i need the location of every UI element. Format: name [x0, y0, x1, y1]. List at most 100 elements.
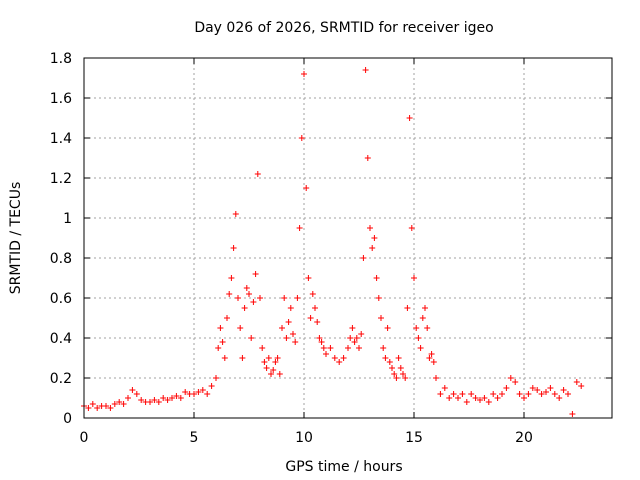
data-point	[386, 359, 393, 365]
data-point	[415, 335, 422, 341]
data-point	[358, 331, 365, 337]
data-point	[400, 371, 406, 377]
x-tick-label: 0	[80, 430, 89, 446]
data-point	[551, 391, 558, 397]
data-point	[426, 355, 433, 361]
data-point	[133, 391, 140, 397]
data-point	[351, 339, 358, 345]
y-tick-label: 1.8	[50, 51, 72, 67]
data-point	[314, 319, 321, 325]
data-point	[360, 255, 367, 261]
x-tick-label: 15	[405, 430, 423, 446]
y-tick-label: 1.2	[50, 171, 72, 187]
data-point	[375, 295, 382, 301]
data-point	[422, 305, 428, 311]
chart-title: Day 026 of 2026, SRMTID for receiver ige…	[194, 20, 493, 36]
data-point	[494, 395, 501, 401]
data-point	[389, 365, 395, 371]
data-point	[430, 359, 437, 365]
data-point	[485, 399, 492, 405]
data-point	[191, 391, 197, 397]
data-point	[312, 305, 318, 311]
data-point	[303, 185, 310, 191]
data-point	[472, 395, 479, 401]
data-point	[213, 375, 219, 381]
data-point	[340, 355, 347, 361]
data-point	[371, 235, 378, 241]
data-point	[384, 325, 391, 331]
data-point	[393, 375, 400, 381]
data-point	[164, 397, 171, 403]
data-point	[147, 399, 153, 405]
data-point	[512, 379, 519, 385]
data-point	[215, 345, 222, 351]
data-point	[382, 355, 389, 361]
data-point	[316, 335, 323, 341]
data-point	[241, 305, 248, 311]
y-tick-label: 1	[63, 211, 72, 227]
data-point	[232, 211, 239, 217]
data-point	[428, 351, 435, 357]
data-point	[228, 275, 235, 281]
data-point	[411, 275, 417, 281]
y-tick-label: 1.4	[50, 131, 72, 147]
data-point	[263, 365, 270, 371]
data-point	[380, 345, 387, 351]
data-point	[239, 355, 246, 361]
data-point	[477, 397, 483, 403]
data-point	[404, 305, 411, 311]
data-point	[254, 171, 261, 177]
data-point	[538, 391, 545, 397]
data-point	[450, 391, 457, 397]
data-point	[534, 387, 541, 393]
data-point	[235, 295, 241, 301]
y-tick-label: 0	[63, 411, 72, 427]
y-axis-label: SRMTID / TECUs	[8, 182, 24, 295]
data-point	[402, 375, 409, 381]
data-point	[85, 405, 92, 411]
data-point	[499, 391, 505, 397]
data-point	[261, 359, 268, 365]
data-point	[281, 295, 288, 301]
data-point	[283, 335, 290, 341]
data-point	[226, 291, 233, 297]
axis-ticks: 0 0.2 0.4 0.6 0.8 1 1.2 1.4 1.6 1.8 0 5 10 15 20	[50, 51, 612, 446]
data-point	[507, 375, 514, 381]
data-point	[349, 325, 356, 331]
data-point	[120, 401, 127, 407]
data-points	[81, 67, 585, 417]
data-point	[417, 345, 424, 351]
data-point	[543, 389, 549, 395]
data-point	[111, 401, 118, 407]
data-point	[305, 275, 312, 281]
data-point	[177, 395, 184, 401]
data-point	[217, 325, 224, 331]
data-point	[272, 359, 279, 365]
data-point	[292, 339, 299, 345]
data-point	[373, 275, 380, 281]
data-point	[224, 315, 230, 321]
data-point	[208, 383, 215, 389]
data-point	[230, 245, 237, 251]
data-point	[408, 225, 415, 231]
data-point	[252, 271, 259, 277]
plot-frame	[83, 57, 613, 419]
data-point	[257, 295, 263, 301]
data-point	[521, 395, 527, 401]
data-point	[199, 387, 206, 393]
data-point	[468, 391, 475, 397]
data-point	[459, 391, 466, 397]
data-point	[446, 395, 453, 401]
data-point	[301, 71, 307, 77]
data-point	[298, 135, 305, 141]
data-point	[406, 115, 413, 121]
data-point	[331, 355, 338, 361]
data-point	[419, 315, 426, 321]
grid-lines	[84, 58, 612, 418]
data-point	[318, 339, 325, 345]
data-point	[265, 355, 272, 361]
data-point	[107, 405, 114, 411]
data-point	[378, 315, 384, 321]
data-point	[307, 315, 314, 321]
